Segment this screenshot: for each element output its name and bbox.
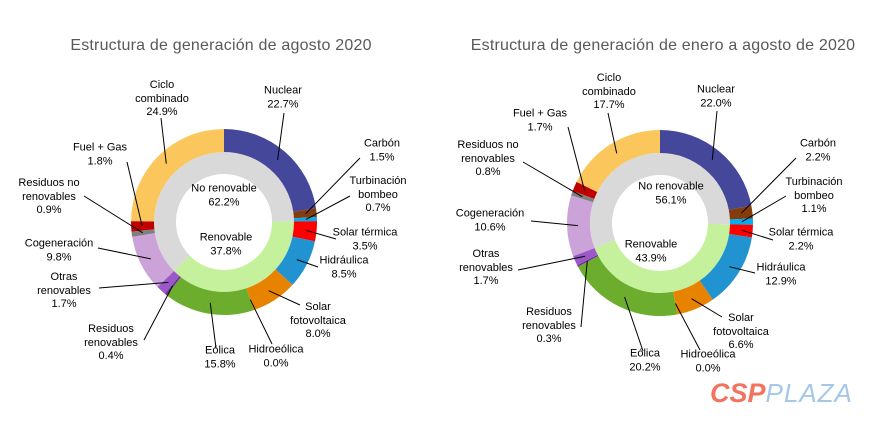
slice-label-solar-fotovoltaica: Solar fotovoltaica 6.6% xyxy=(713,311,769,351)
center-label-renovable: Renovable 43.9% xyxy=(624,238,678,265)
leader-line-nuclear xyxy=(277,112,285,160)
inner-slice-no-renovable xyxy=(590,152,731,248)
leader-line-turbinacion-bombeo xyxy=(305,195,351,220)
donut-chart-enero-agosto: Nuclear 22.0% Carbón 2.2% Turbinación bombeo 1… xyxy=(442,0,884,422)
slice-label-fuel-gas: Fuel + Gas 1.8% xyxy=(72,141,128,168)
slice-label-solar-termica: Solar térmica 3.5% xyxy=(332,226,398,253)
slice-hidraulica xyxy=(699,233,752,300)
chart-panel-right: Estructura de generación de enero a agos… xyxy=(442,0,884,422)
chart-title: Estructura de generación de agosto 2020 xyxy=(70,37,372,54)
leader-line-residuos-no-renovables xyxy=(522,161,583,198)
slice-label-solar-fotovoltaica: Solar fotovoltaica 8.0% xyxy=(290,300,346,340)
cspplaza-logo: CSPPLAZA xyxy=(710,378,853,409)
slice-label-carbon: Carbón 2.2% xyxy=(799,137,837,164)
slice-solar-termica xyxy=(729,224,753,238)
slice-turbinacion-bombeo xyxy=(293,217,317,222)
slice-label-ciclo-combinado: Ciclo combinado 24.9% xyxy=(135,78,189,118)
slice-eolica xyxy=(577,255,678,316)
chart-title: Estructura de generación de enero a agos… xyxy=(470,37,856,54)
inner-slice-renovable xyxy=(594,223,730,293)
donut-chart-agosto: Nuclear 22.7% Carbón 1.5% Turbinación bombeo 0… xyxy=(18,78,407,371)
slice-nuclear xyxy=(224,129,316,212)
slice-turbinacion-bombeo xyxy=(729,218,753,225)
slice-label-cogeneracion: Cogeneración 9.8% xyxy=(24,237,94,264)
slice-label-hidroeolica: Hidroeólica 0.0% xyxy=(680,348,736,375)
slice-residuos-renovables xyxy=(577,254,599,267)
slice-label-nuclear: Nuclear 22.7% xyxy=(264,84,302,111)
leader-line-otras-renovables xyxy=(98,281,169,289)
slice-label-ciclo-combinado: Ciclo combinado 17.7% xyxy=(582,71,636,111)
leader-line-nuclear xyxy=(711,110,718,160)
leader-line-carbon xyxy=(741,157,797,214)
logo-text-csp: CSP xyxy=(710,378,766,408)
leader-line-otras-renovables xyxy=(517,255,586,271)
slice-carbon xyxy=(293,208,317,219)
slice-label-hidraulica: Hidráulica 8.5% xyxy=(319,254,369,281)
leader-line-residuos-no-renovables xyxy=(83,195,143,234)
leader-line-hidroeolica xyxy=(674,303,701,351)
leader-line-solar-fotovoltaica xyxy=(691,298,723,318)
slice-residuos-no-renovables xyxy=(131,229,155,237)
slice-carbon xyxy=(728,205,753,220)
slice-eolica xyxy=(166,277,254,315)
center-label-renovable: Renovable 37.8% xyxy=(199,231,253,258)
slice-label-nuclear: Nuclear 22.0% xyxy=(697,83,735,110)
slice-label-solar-termica: Solar térmica 2.2% xyxy=(768,226,834,253)
slice-solar-fotovoltaica xyxy=(673,280,713,315)
slice-nuclear xyxy=(660,130,752,210)
slice-label-residuos-renovables: Residuos renovables 0.4% xyxy=(84,322,138,362)
leader-line-cogeneracion xyxy=(530,220,579,227)
slice-solar-fotovoltaica xyxy=(246,269,293,311)
slice-label-turbinacion-bombeo: Turbinación bombeo 1.1% xyxy=(785,175,843,215)
slice-solar-termica xyxy=(292,221,318,242)
slice-label-carbon: Carbón 1.5% xyxy=(363,137,401,164)
leader-line-cogeneracion xyxy=(97,247,151,260)
slice-otras-renovables xyxy=(573,247,598,266)
leader-line-solar-termica xyxy=(741,229,774,241)
slice-label-otras-renovables: Otras renovables 1.7% xyxy=(459,247,513,287)
leader-line-solar-termica xyxy=(305,229,337,240)
slice-label-hidroeolica: Hidroeólica 0.0% xyxy=(248,343,304,370)
donut-plot xyxy=(517,110,797,352)
leader-line-ciclo-combinado xyxy=(160,117,167,164)
slice-label-residuos-no-renovables: Residuos no renovables 0.8% xyxy=(457,138,519,178)
slice-cogeneracion xyxy=(567,195,595,257)
leader-line-turbinacion-bombeo xyxy=(741,195,787,223)
leader-line-carbon xyxy=(305,157,361,215)
inner-slice-no-renovable xyxy=(154,152,294,271)
logo-text-plaza: PLAZA xyxy=(765,378,853,408)
leader-line-residuos-renovables xyxy=(580,260,588,328)
center-label-no-renovable: No renovable 62.2% xyxy=(191,182,257,209)
slice-label-otras-renovables: Otras renovables 1.7% xyxy=(37,270,91,310)
slice-label-hidraulica: Hidráulica 12.9% xyxy=(756,261,806,288)
leader-line-eolica xyxy=(209,302,217,349)
leader-line-fuel-gas xyxy=(126,161,143,227)
leader-line-ciclo-combinado xyxy=(607,112,618,154)
inner-slice-renovable xyxy=(173,221,295,293)
slice-label-residuos-no-renovables: Residuos no renovables 0.9% xyxy=(18,176,80,216)
leader-line-solar-fotovoltaica xyxy=(268,290,301,306)
leader-line-fuel-gas xyxy=(567,126,586,191)
donut-plot xyxy=(83,112,361,349)
slice-label-residuos-renovables: Residuos renovables 0.3% xyxy=(522,305,576,345)
center-label-no-renovable: No renovable 56.1% xyxy=(638,180,704,207)
leader-line-hidroeolica xyxy=(249,299,273,345)
leader-line-hidraulica xyxy=(296,259,319,268)
leader-line-residuos-renovables xyxy=(143,285,174,341)
slice-cogeneracion xyxy=(132,233,174,288)
slice-label-eolica: Eólica 20.2% xyxy=(629,347,661,374)
slice-hidraulica xyxy=(275,236,315,285)
slice-label-turbinacion-bombeo: Turbinación bombeo 0.7% xyxy=(349,174,407,214)
leader-line-eolica xyxy=(624,296,644,352)
chart-panel-left: Estructura de generación de agosto 2020 … xyxy=(18,37,407,371)
slice-label-fuel-gas: Fuel + Gas 1.7% xyxy=(512,107,568,134)
slice-ciclo-combinado xyxy=(576,130,660,193)
slice-label-eolica: Eólica 15.8% xyxy=(204,344,236,371)
leader-line-hidraulica xyxy=(729,266,756,274)
slice-ciclo-combinado xyxy=(131,129,224,222)
slice-residuos-renovables xyxy=(164,276,181,296)
slice-label-cogeneracion: Cogeneración 10.6% xyxy=(455,207,525,234)
